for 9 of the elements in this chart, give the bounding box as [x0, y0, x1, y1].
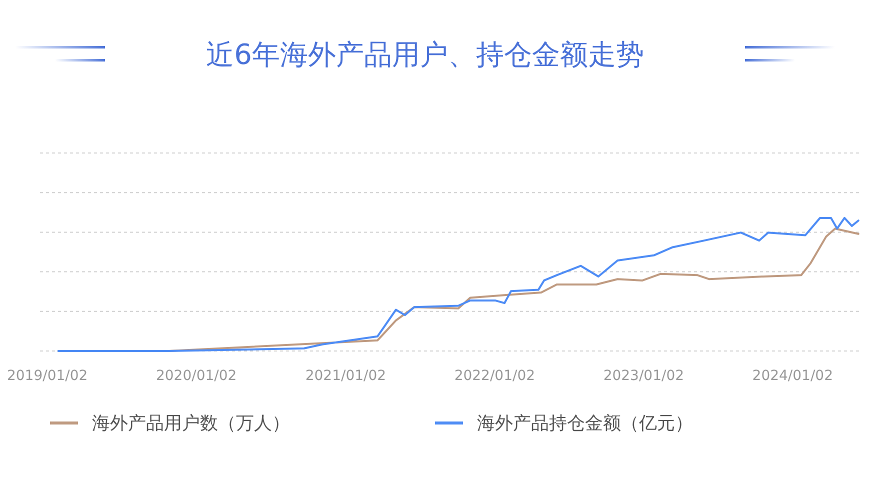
x-tick-label: 2022/01/02 — [454, 368, 536, 384]
x-tick-label: 2023/01/02 — [603, 368, 684, 384]
x-tick-label: 2020/01/02 — [156, 368, 237, 384]
x-tick-label: 2019/01/02 — [6, 368, 88, 384]
legend-label: 海外产品持仓金额（亿元） — [477, 413, 693, 434]
legend-label: 海外产品用户数（万人） — [92, 413, 290, 434]
x-tick-label: 2024/01/02 — [752, 368, 834, 384]
x-tick-label: 2021/01/02 — [305, 368, 386, 384]
chart-title: 近6年海外产品用户、持仓金额走势 — [206, 38, 644, 71]
